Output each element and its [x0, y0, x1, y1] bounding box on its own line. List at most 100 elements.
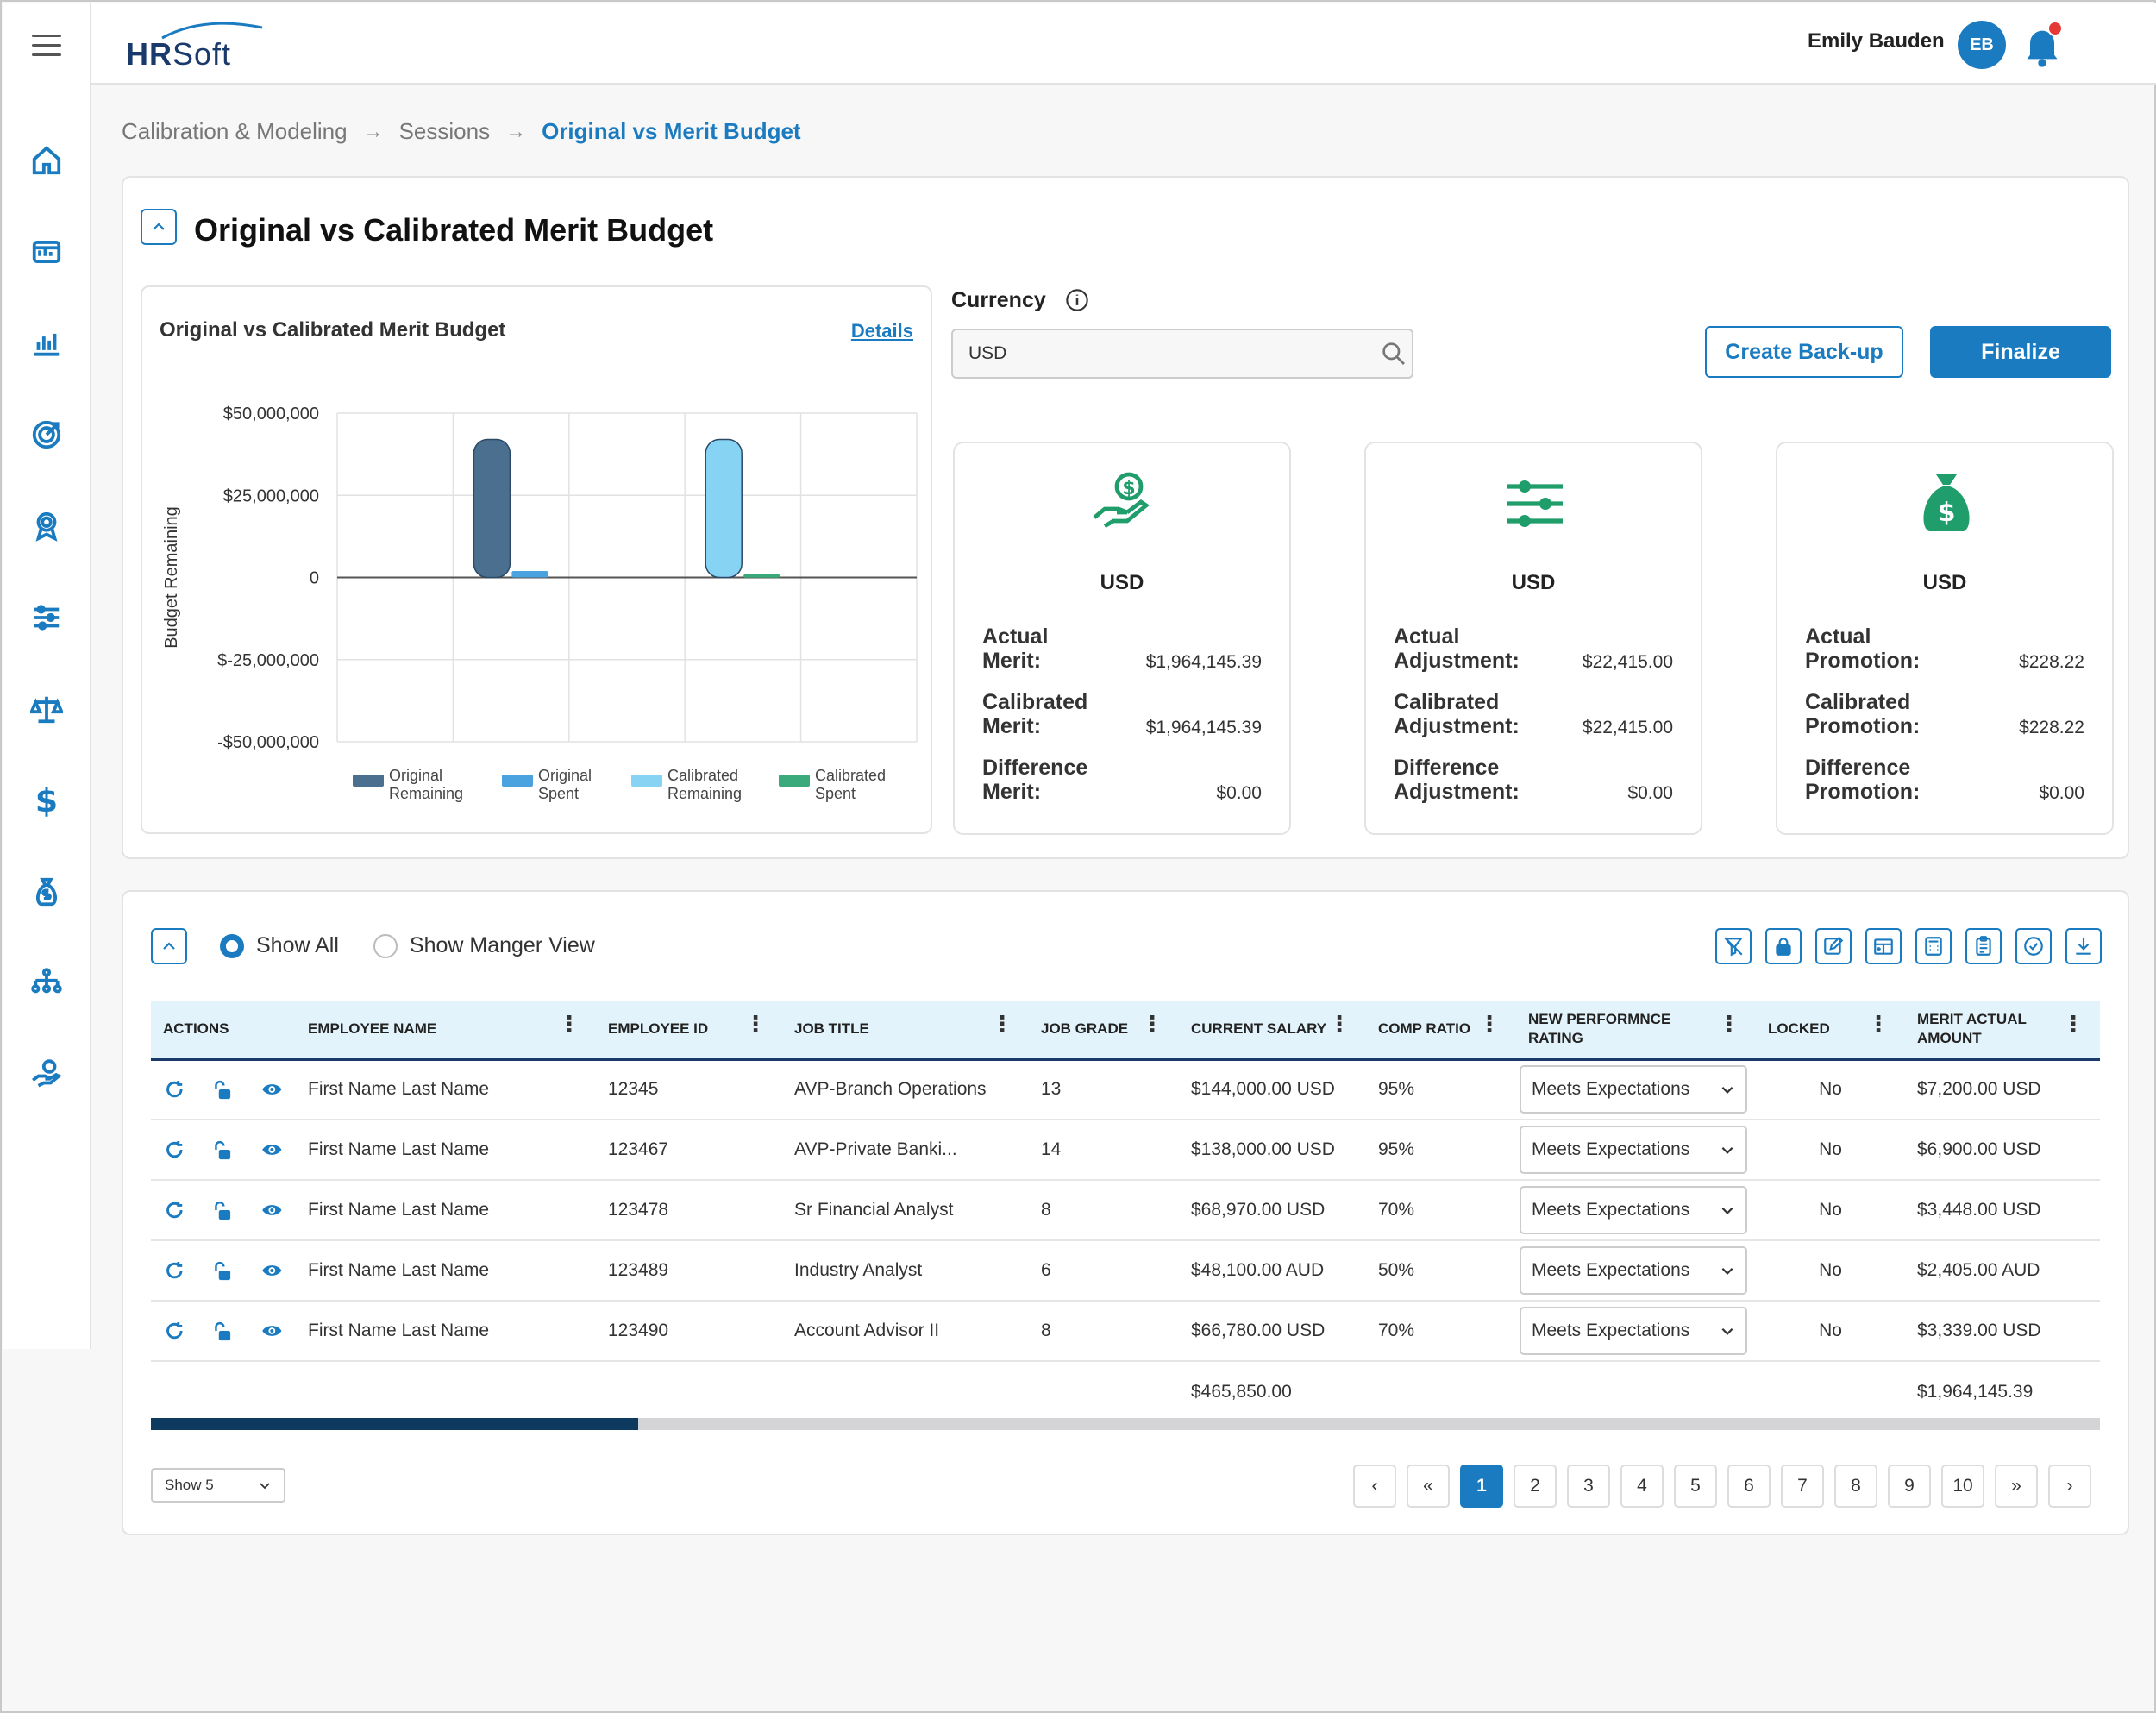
first-page-icon[interactable]: « [1407, 1465, 1450, 1508]
column-menu-icon[interactable]: ⋮ [1478, 1011, 1501, 1037]
column-menu-icon[interactable]: ⋮ [744, 1011, 767, 1037]
page-2-button[interactable]: 2 [1514, 1465, 1557, 1508]
eye-icon[interactable] [260, 1198, 284, 1222]
page-size-select[interactable]: Show 5 [151, 1468, 285, 1503]
col-current-salary[interactable]: CURRENT SALARY ⋮ [1179, 1001, 1366, 1061]
page-6-button[interactable]: 6 [1727, 1465, 1771, 1508]
performance-rating-select[interactable]: Meets Expectations [1520, 1126, 1747, 1174]
col-locked[interactable]: LOCKED ⋮ [1756, 1001, 1905, 1061]
merit-amount-cell: $2,405.00 AUD [1905, 1240, 2100, 1302]
collapse-button[interactable] [141, 209, 177, 245]
unlock-icon[interactable] [212, 1258, 235, 1283]
column-menu-icon[interactable]: ⋮ [558, 1011, 580, 1037]
column-menu-icon[interactable]: ⋮ [1141, 1011, 1163, 1037]
horizontal-scrollbar[interactable] [151, 1418, 2100, 1430]
eye-icon[interactable] [260, 1138, 284, 1162]
approve-button[interactable] [2015, 928, 2052, 964]
collapse-button[interactable] [151, 928, 187, 964]
col-employee-id[interactable]: EMPLOYEE ID ⋮ [596, 1001, 782, 1061]
breadcrumb-sessions[interactable]: Sessions [398, 118, 491, 144]
column-menu-icon[interactable]: ⋮ [1718, 1011, 1740, 1037]
clipboard-button[interactable] [1965, 928, 2002, 964]
unlock-icon[interactable] [212, 1077, 235, 1101]
sliders-icon[interactable] [29, 600, 64, 635]
details-link[interactable]: Details [850, 320, 913, 342]
refresh-icon[interactable] [163, 1077, 186, 1101]
show-all-radio[interactable] [220, 933, 244, 958]
refresh-icon[interactable] [163, 1319, 186, 1343]
eye-icon[interactable] [260, 1258, 284, 1283]
performance-rating-select[interactable]: Meets Expectations [1520, 1186, 1747, 1234]
page-4-button[interactable]: 4 [1620, 1465, 1664, 1508]
page-1-button[interactable]: 1 [1460, 1465, 1503, 1508]
performance-rating-select[interactable]: Meets Expectations [1520, 1307, 1747, 1355]
home-icon[interactable] [29, 143, 64, 178]
col-comp-ratio[interactable]: COMP RATIO ⋮ [1366, 1001, 1516, 1061]
lock-button[interactable] [1765, 928, 1802, 964]
performance-rating-select[interactable]: Meets Expectations [1520, 1246, 1747, 1295]
page-8-button[interactable]: 8 [1834, 1465, 1877, 1508]
show-all-label[interactable]: Show All [256, 933, 339, 957]
col-employee-name[interactable]: EMPLOYEE NAME ⋮ [296, 1001, 596, 1061]
column-menu-icon[interactable]: ⋮ [2062, 1011, 2084, 1037]
edit-button[interactable] [1815, 928, 1852, 964]
eye-icon[interactable] [260, 1319, 284, 1343]
create-backup-button[interactable]: Create Back-up [1705, 326, 1903, 378]
page-3-button[interactable]: 3 [1567, 1465, 1610, 1508]
info-icon[interactable] [1065, 288, 1089, 312]
add-column-button[interactable] [1865, 928, 1902, 964]
search-icon[interactable] [1380, 340, 1407, 367]
table-row[interactable]: First Name Last Name 123467 AVP-Private … [151, 1120, 2100, 1181]
table-row[interactable]: First Name Last Name 12345 AVP-Branch Op… [151, 1059, 2100, 1120]
column-menu-icon[interactable]: ⋮ [1867, 1011, 1890, 1037]
manager-view-radio[interactable] [373, 933, 398, 958]
currency-search-input[interactable]: USD [951, 329, 1413, 379]
refresh-icon[interactable] [163, 1198, 186, 1222]
column-menu-icon[interactable]: ⋮ [1328, 1011, 1351, 1037]
award-icon[interactable] [29, 509, 64, 543]
finalize-button[interactable]: Finalize [1930, 326, 2111, 378]
dollar-icon[interactable]: $ [34, 781, 59, 819]
page-9-button[interactable]: 9 [1888, 1465, 1931, 1508]
scrollbar-thumb[interactable] [151, 1418, 638, 1430]
page-10-button[interactable]: 10 [1941, 1465, 1984, 1508]
prev-page-icon[interactable]: ‹ [1353, 1465, 1396, 1508]
scale-icon[interactable] [29, 692, 64, 726]
next-page-icon[interactable]: › [2048, 1465, 2091, 1508]
page-5-button[interactable]: 5 [1674, 1465, 1717, 1508]
avatar[interactable]: EB [1958, 21, 2006, 69]
menu-icon[interactable] [32, 35, 61, 57]
download-button[interactable] [2065, 928, 2102, 964]
org-chart-icon[interactable] [29, 966, 64, 1001]
refresh-icon[interactable] [163, 1258, 186, 1283]
stat-label: Difference Adjustment: [1394, 756, 1557, 804]
unlock-icon[interactable] [212, 1198, 235, 1222]
total-salary: $465,850.00 [1191, 1381, 1292, 1402]
stat-label-line2: Promotion: [1805, 714, 1921, 738]
budget-board-icon[interactable] [29, 235, 64, 269]
calculator-button[interactable] [1915, 928, 1952, 964]
table-row[interactable]: First Name Last Name 123490 Account Advi… [151, 1301, 2100, 1362]
refresh-icon[interactable] [163, 1138, 186, 1162]
table-row[interactable]: First Name Last Name 123489 Industry Ana… [151, 1240, 2100, 1302]
performance-rating-select[interactable]: Meets Expectations [1520, 1065, 1747, 1114]
clear-filter-button[interactable] [1715, 928, 1752, 964]
unlock-icon[interactable] [212, 1138, 235, 1162]
hand-coin-icon[interactable] [29, 1057, 64, 1092]
page-7-button[interactable]: 7 [1781, 1465, 1824, 1508]
breadcrumb-calibration[interactable]: Calibration & Modeling [122, 118, 348, 144]
last-page-icon[interactable]: » [1995, 1465, 2038, 1508]
bell-icon[interactable] [2018, 21, 2066, 69]
target-icon[interactable] [29, 417, 64, 452]
col-merit-amount[interactable]: MERIT ACTUAL AMOUNT ⋮ [1905, 1001, 2100, 1061]
col-performance-rating[interactable]: NEW PERFORMNCE RATING ⋮ [1516, 1001, 1756, 1061]
col-job-title[interactable]: JOB TITLE ⋮ [782, 1001, 1029, 1061]
table-row[interactable]: First Name Last Name 123478 Sr Financial… [151, 1180, 2100, 1241]
column-menu-icon[interactable]: ⋮ [991, 1011, 1013, 1037]
bar-chart-icon[interactable] [29, 326, 64, 361]
money-bag-icon[interactable] [29, 875, 64, 909]
manager-view-label[interactable]: Show Manger View [409, 933, 595, 957]
unlock-icon[interactable] [212, 1319, 235, 1343]
eye-icon[interactable] [260, 1077, 284, 1101]
col-job-grade[interactable]: JOB GRADE ⋮ [1029, 1001, 1179, 1061]
